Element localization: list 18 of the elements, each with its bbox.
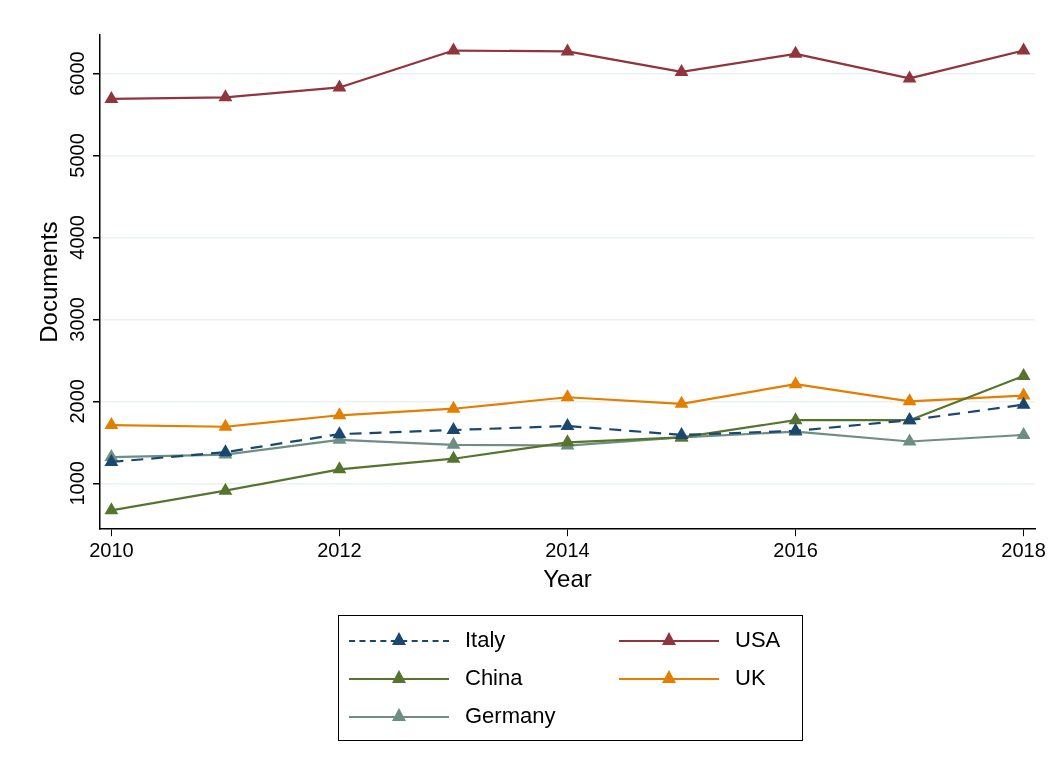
y-tick-label: 2000 (65, 379, 88, 424)
x-tick-label: 2012 (317, 538, 362, 561)
legend-label: Italy (465, 627, 506, 653)
y-tick-label: 6000 (65, 51, 88, 96)
legend-label: Germany (465, 703, 556, 729)
x-axis-title: Year (543, 565, 592, 593)
y-tick-label: 1000 (65, 461, 88, 506)
y-tick-label: 5000 (65, 133, 88, 178)
y-tick-label: 4000 (65, 215, 88, 260)
x-tick-label: 2016 (773, 538, 818, 561)
legend-label: UK (735, 665, 766, 691)
legend-label: China (465, 665, 523, 691)
x-tick-label: 2014 (545, 538, 590, 561)
x-tick-label: 2010 (89, 538, 134, 561)
legend-label: USA (735, 627, 781, 653)
x-tick-label: 2018 (1001, 538, 1046, 561)
y-tick-label: 3000 (65, 297, 88, 342)
y-axis-title: Documents (35, 221, 63, 343)
